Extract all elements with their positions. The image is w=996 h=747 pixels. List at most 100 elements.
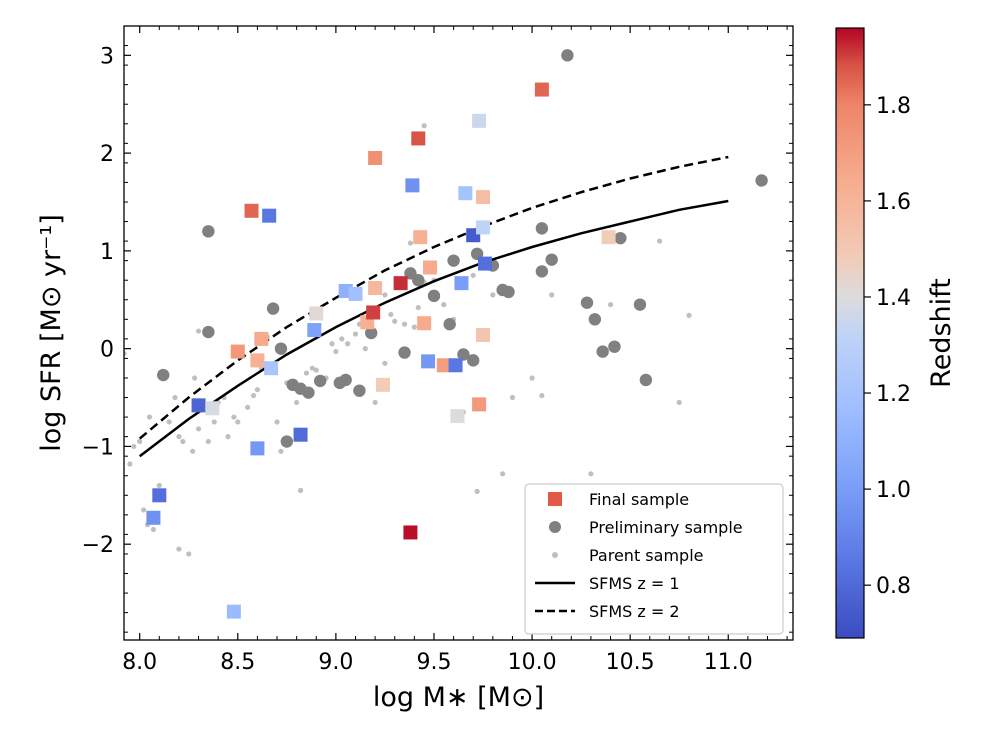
preliminary-sample-point	[596, 345, 609, 358]
y-tick-label: 3	[100, 44, 114, 69]
colorbar-tick-label: 1.0	[876, 478, 911, 503]
colorbar-tick-label: 1.2	[876, 382, 911, 407]
parent-sample-point	[549, 292, 555, 298]
parent-sample-point	[254, 387, 261, 393]
axes-frame	[123, 25, 794, 641]
parent-sample-point	[190, 448, 196, 454]
preliminary-sample-point	[280, 435, 294, 448]
legend-label: SFMS z = 2	[589, 602, 680, 621]
final-sample-point	[146, 510, 161, 525]
parent-sample-point	[656, 238, 663, 244]
parent-sample-point	[313, 367, 319, 373]
parent-sample-point	[297, 487, 304, 494]
final-sample-point	[293, 427, 308, 442]
sfms-z1-line	[138, 199, 729, 458]
parent-sample-point	[421, 123, 427, 129]
preliminary-sample-point	[535, 265, 549, 278]
colorbar-tick-label: 1.4	[876, 286, 911, 311]
preliminary-sample-point	[266, 302, 280, 315]
parent-sample-point	[195, 328, 202, 334]
parent-sample-point	[362, 346, 368, 352]
final-sample-point	[205, 401, 220, 416]
final-sample-point	[254, 331, 269, 346]
final-sample-point	[450, 409, 465, 424]
parent-sample-point	[141, 507, 147, 513]
parent-sample-point	[509, 394, 516, 401]
parent-sample-point	[500, 471, 506, 477]
final-sample-point	[375, 377, 390, 392]
preliminary-sample-point	[398, 346, 411, 359]
preliminary-sample-point	[545, 253, 558, 266]
parent-sample-point	[274, 419, 280, 425]
legend-marker-preliminary	[549, 521, 561, 533]
parent-sample-point	[176, 434, 182, 440]
parent-sample-point	[278, 448, 284, 454]
legend-marker-parent	[552, 552, 558, 558]
parent-sample-point	[192, 375, 198, 381]
parent-sample-point	[392, 318, 398, 324]
final-sample-point	[534, 82, 549, 97]
parent-sample-point	[415, 304, 421, 311]
colorbar-label: Redshift	[926, 278, 957, 388]
x-tick-label: 10.5	[606, 650, 655, 675]
x-tick-label: 8.5	[220, 650, 255, 675]
y-tick-label: 2	[100, 142, 114, 167]
parent-sample-point	[352, 331, 359, 337]
parent-sample-point	[205, 438, 211, 445]
final-sample-point	[250, 441, 265, 456]
parent-sample-point	[686, 312, 692, 319]
final-sample-point	[368, 281, 383, 296]
preliminary-sample-point	[202, 225, 215, 238]
parent-sample-point	[388, 311, 394, 318]
final-sample-point	[366, 305, 381, 320]
parent-sample-point	[303, 370, 310, 376]
parent-sample-point	[607, 302, 614, 308]
legend: Final sample Preliminary sample Parent sam…	[524, 483, 784, 635]
parent-sample-point	[345, 341, 351, 347]
axes: 8.0 8.5 9.0 9.5 10.0 10.5 11.0 −2 −1 0 1 2 3 log M∗ […	[36, 25, 794, 713]
preliminary-sample-point	[313, 374, 327, 388]
parent-sample-point	[180, 438, 186, 445]
parent-sample-point	[339, 336, 345, 342]
parent-sample-point	[231, 414, 237, 420]
parent-sample-point	[529, 375, 535, 381]
parent-sample-point	[309, 365, 315, 371]
final-sample-point	[226, 604, 241, 619]
colorbar-tick-label: 0.8	[876, 574, 911, 599]
preliminary-sample-point	[274, 342, 288, 355]
final-sample-point	[307, 323, 322, 338]
parent-sample-point	[150, 526, 157, 533]
parent-sample-point	[333, 348, 339, 355]
preliminary-sample-point	[633, 298, 647, 311]
final-sample-point	[421, 354, 436, 369]
parent-sample-point	[176, 546, 182, 552]
final-sample-point	[476, 327, 491, 342]
parent-sample-point	[235, 419, 241, 425]
final-sample-point	[476, 190, 491, 205]
parent-sample-point	[490, 292, 496, 298]
parent-sample-point	[588, 471, 594, 477]
parent-sample-point	[146, 414, 153, 420]
final-sample-point	[417, 316, 432, 331]
parent-sample-point	[137, 438, 143, 445]
final-sample-point	[436, 358, 451, 373]
parent-sample-point	[244, 404, 251, 410]
y-tick-label: −2	[82, 533, 114, 558]
parent-sample-point	[186, 551, 192, 557]
final-sample-point	[472, 113, 487, 128]
parent-sample-point	[131, 443, 137, 450]
parent-sample-point	[407, 240, 414, 246]
legend-label: Parent sample	[589, 546, 703, 565]
parent-sample-point	[211, 419, 217, 425]
final-sample-point	[348, 286, 363, 301]
preliminary-sample-point	[561, 49, 574, 62]
final-sample-point	[472, 397, 487, 412]
final-sample-point	[454, 276, 469, 291]
parent-sample-point	[382, 360, 388, 366]
final-sample-point	[152, 488, 167, 503]
x-tick-label: 8.0	[122, 650, 157, 675]
preliminary-sample-point	[535, 222, 549, 235]
final-sample-point	[601, 230, 616, 245]
y-tick-label: 0	[100, 338, 114, 363]
